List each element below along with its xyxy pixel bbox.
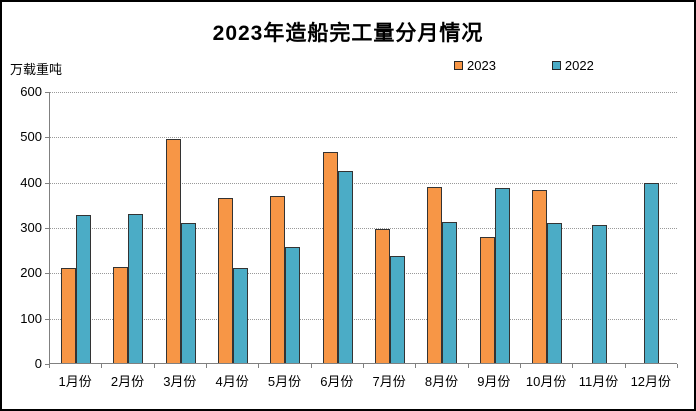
x-axis-tick xyxy=(49,364,50,368)
bar-group-9月份 xyxy=(469,92,521,363)
x-category-label-2: 2月份 xyxy=(110,374,145,389)
bar-2022-12月份 xyxy=(644,183,660,363)
y-tick-label-0: 0 xyxy=(34,356,42,371)
gridline-600 xyxy=(50,92,677,93)
x-axis-tick xyxy=(310,364,312,368)
bar-group-4月份 xyxy=(207,92,259,363)
bar-group-8月份 xyxy=(416,92,468,363)
bar-2022-8月份 xyxy=(442,222,458,363)
bar-2022-3月份 xyxy=(180,223,196,363)
bar-2022-1月份 xyxy=(76,215,92,363)
bar-2023-4月份 xyxy=(218,198,234,363)
y-axis-tick xyxy=(45,137,49,139)
bar-group-11月份 xyxy=(573,92,625,363)
bar-group-3月份 xyxy=(155,92,207,363)
bar-2023-10月份 xyxy=(532,190,548,363)
bar-2022-4月份 xyxy=(233,267,249,363)
bar-group-12月份 xyxy=(626,92,678,363)
x-axis-tick xyxy=(363,364,364,368)
gridline-500 xyxy=(50,137,677,139)
gridline-200 xyxy=(50,273,677,275)
y-axis-tick xyxy=(45,318,49,320)
x-category-label-7: 7月份 xyxy=(372,374,406,389)
y-axis-unit-label: 万载重吨 xyxy=(10,62,63,77)
bar-group-10月份 xyxy=(521,92,573,363)
legend-item-2023: 2023 xyxy=(454,58,496,73)
x-axis-tick xyxy=(153,364,155,368)
gridline-300 xyxy=(50,228,677,229)
y-axis-tick xyxy=(45,364,49,365)
x-axis-tick xyxy=(101,364,103,368)
bar-2022-11月份 xyxy=(591,225,607,363)
x-axis-tick xyxy=(415,364,417,368)
bar-2022-5月份 xyxy=(285,246,301,363)
y-axis-tick xyxy=(45,92,49,93)
y-tick-label-300: 300 xyxy=(20,220,42,235)
x-axis-tick xyxy=(206,364,207,368)
bar-group-5月份 xyxy=(259,92,311,363)
x-axis-tick xyxy=(520,364,521,368)
bar-2023-2月份 xyxy=(113,267,129,363)
x-axis-tick xyxy=(258,364,260,368)
x-axis-tick xyxy=(677,364,678,368)
y-tick-label-100: 100 xyxy=(20,310,42,326)
x-category-label-6: 6月份 xyxy=(320,374,354,389)
bar-2022-6月份 xyxy=(337,171,353,363)
y-tick-label-400: 400 xyxy=(20,174,42,190)
bar-group-2月份 xyxy=(102,92,154,363)
legend-swatch-2022 xyxy=(551,61,561,70)
y-tick-label-600: 600 xyxy=(20,84,42,99)
x-category-label-5: 5月份 xyxy=(267,374,302,389)
bar-2023-5月份 xyxy=(270,196,286,363)
x-category-label-1: 1月份 xyxy=(58,374,92,389)
x-category-label-11: 11月份 xyxy=(578,374,619,389)
bar-2022-9月份 xyxy=(494,188,510,363)
y-axis-tick xyxy=(45,273,49,275)
plot-area xyxy=(49,92,677,364)
y-tick-label-500: 500 xyxy=(20,129,42,145)
x-category-label-12: 12月份 xyxy=(630,374,672,389)
legend-swatch-2023 xyxy=(454,61,463,70)
x-category-label-9: 9月份 xyxy=(477,374,511,389)
bar-2023-9月份 xyxy=(479,237,495,363)
legend-item-2022: 2022 xyxy=(551,58,594,73)
x-category-label-4: 4月份 xyxy=(215,374,249,389)
gridline-100 xyxy=(50,318,677,320)
bar-2023-8月份 xyxy=(427,186,443,363)
y-axis-tick xyxy=(45,182,49,184)
x-axis-tick xyxy=(624,364,626,368)
bar-2023-6月份 xyxy=(322,151,338,363)
bar-2022-2月份 xyxy=(128,214,144,363)
x-category-label-10: 10月份 xyxy=(525,374,567,389)
x-category-label-8: 8月份 xyxy=(424,374,459,389)
bar-group-7月份 xyxy=(364,92,416,363)
y-tick-label-200: 200 xyxy=(20,265,42,281)
bar-2023-1月份 xyxy=(61,267,77,363)
bar-2023-7月份 xyxy=(375,228,391,363)
chart-title: 2023年造船完工量分月情况 xyxy=(212,22,484,45)
legend-label-2023: 2023 xyxy=(467,58,496,73)
legend-label-2022: 2022 xyxy=(564,58,594,73)
x-axis-tick xyxy=(467,364,469,368)
bar-2022-7月份 xyxy=(390,256,406,363)
bar-group-6月份 xyxy=(312,92,364,363)
bar-2022-10月份 xyxy=(547,223,563,363)
x-category-label-3: 3月份 xyxy=(163,374,197,389)
legend: 2023 2022 xyxy=(454,58,594,73)
bar-2023-3月份 xyxy=(165,139,181,363)
y-axis-tick xyxy=(45,228,49,229)
x-axis-tick xyxy=(572,364,574,368)
bar-group-1月份 xyxy=(50,92,102,363)
gridline-400 xyxy=(50,182,677,184)
